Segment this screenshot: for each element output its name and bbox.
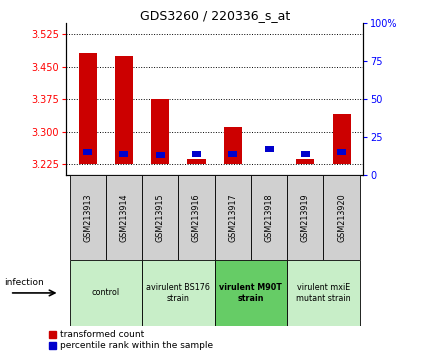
Title: GDS3260 / 220336_s_at: GDS3260 / 220336_s_at (139, 9, 290, 22)
Text: GSM213916: GSM213916 (192, 193, 201, 242)
Bar (187, 159, 206, 164)
Text: GSM213913: GSM213913 (83, 193, 92, 242)
Text: virulent mxiE
mutant strain: virulent mxiE mutant strain (296, 283, 351, 303)
Bar (79, 53, 97, 164)
Bar (83, 149, 92, 155)
Bar (332, 114, 351, 164)
Bar (287, 175, 323, 260)
Bar (228, 151, 237, 157)
Text: GSM213917: GSM213917 (228, 193, 237, 242)
Bar (178, 175, 215, 260)
Bar (224, 127, 242, 164)
Text: GSM213919: GSM213919 (301, 193, 310, 242)
Text: GSM213915: GSM213915 (156, 193, 165, 242)
Bar (70, 260, 142, 326)
Bar (192, 151, 201, 157)
Bar (115, 56, 133, 164)
Text: avirulent BS176
strain: avirulent BS176 strain (146, 283, 210, 303)
Bar (142, 260, 215, 326)
Text: virulent M90T
strain: virulent M90T strain (219, 283, 282, 303)
Bar (264, 146, 274, 153)
Text: infection: infection (4, 278, 44, 287)
Text: GSM213914: GSM213914 (119, 193, 128, 242)
Bar (296, 159, 314, 164)
Bar (151, 99, 169, 164)
Bar (215, 175, 251, 260)
Text: GSM213918: GSM213918 (264, 193, 274, 242)
Text: GSM213920: GSM213920 (337, 193, 346, 242)
Bar (337, 149, 346, 155)
Bar (323, 175, 360, 260)
Bar (106, 175, 142, 260)
Bar (70, 175, 106, 260)
Text: control: control (92, 289, 120, 297)
Bar (251, 175, 287, 260)
Bar (215, 260, 287, 326)
Bar (142, 175, 178, 260)
Bar (119, 151, 128, 157)
Bar (287, 260, 360, 326)
Bar (301, 151, 310, 157)
Bar (156, 153, 165, 159)
Legend: transformed count, percentile rank within the sample: transformed count, percentile rank withi… (49, 330, 213, 350)
